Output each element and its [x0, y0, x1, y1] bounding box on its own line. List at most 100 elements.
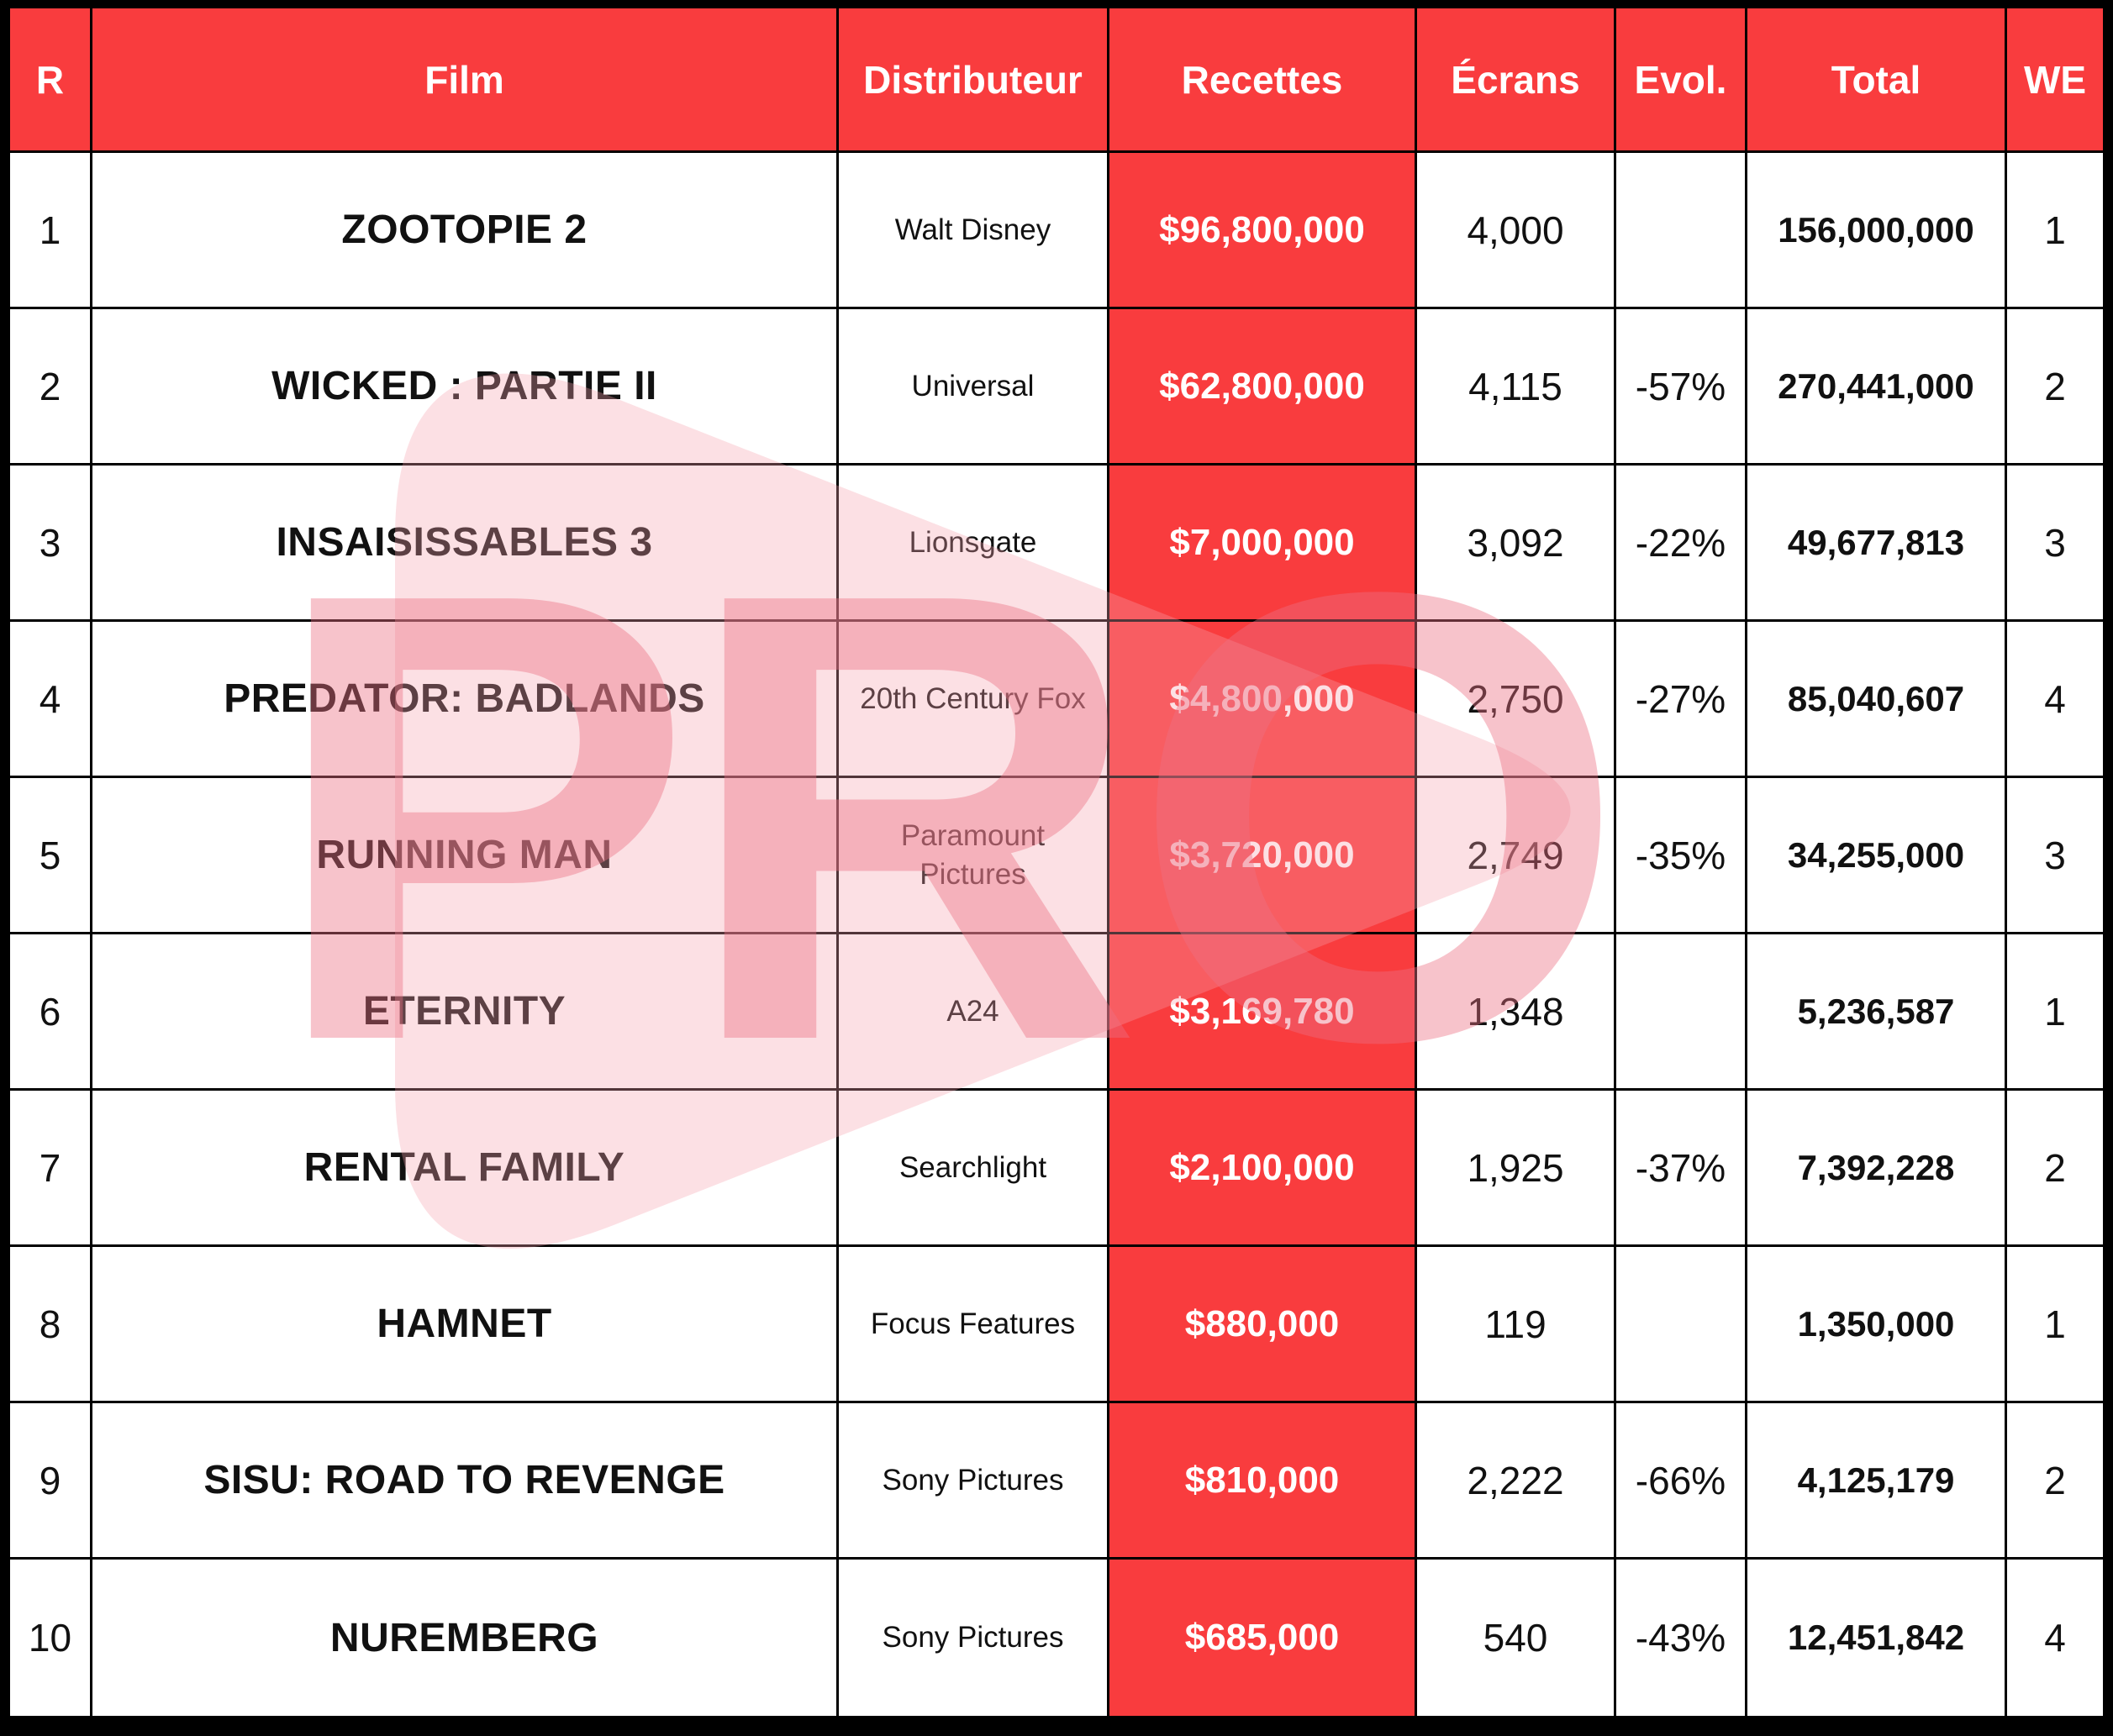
header-total: Total: [1747, 8, 2007, 150]
screens-cell: 540: [1417, 1560, 1616, 1716]
table-row: 8 HAMNET Focus Features $880,000 119 1,3…: [10, 1247, 2103, 1403]
total-cell: 34,255,000: [1747, 778, 2007, 932]
rank-cell: 4: [10, 622, 92, 776]
total-cell: 5,236,587: [1747, 934, 2007, 1088]
distributor-cell: Lionsgate: [839, 466, 1109, 619]
rank-cell: 9: [10, 1403, 92, 1557]
evolution-cell: -27%: [1616, 622, 1747, 776]
table-row: 10 NUREMBERG Sony Pictures $685,000 540 …: [10, 1560, 2103, 1716]
table-row: 5 RUNNING MAN Paramount Pictures $3,720,…: [10, 778, 2103, 934]
total-cell: 12,451,842: [1747, 1560, 2007, 1716]
header-evolution: Evol.: [1616, 8, 1747, 150]
film-cell: RUNNING MAN: [92, 778, 839, 932]
distributor-cell: Walt Disney: [839, 153, 1109, 307]
table-row: 4 PREDATOR: BADLANDS 20th Century Fox $4…: [10, 622, 2103, 778]
evolution-cell: [1616, 153, 1747, 307]
rank-cell: 2: [10, 309, 92, 463]
table-row: 3 INSAISISSABLES 3 Lionsgate $7,000,000 …: [10, 466, 2103, 622]
distributor-cell: Focus Features: [839, 1247, 1109, 1401]
evolution-cell: -37%: [1616, 1091, 1747, 1244]
film-cell: NUREMBERG: [92, 1560, 839, 1716]
box-office-table: R Film Distributeur Recettes Écrans Evol…: [10, 8, 2103, 1716]
revenue-cell: $2,100,000: [1109, 1091, 1417, 1244]
distributor-cell: 20th Century Fox: [839, 622, 1109, 776]
table-row: 9 SISU: ROAD TO REVENGE Sony Pictures $8…: [10, 1403, 2103, 1560]
revenue-cell: $7,000,000: [1109, 466, 1417, 619]
screens-cell: 1,348: [1417, 934, 1616, 1088]
table-row: 7 RENTAL FAMILY Searchlight $2,100,000 1…: [10, 1091, 2103, 1247]
table-row: 1 ZOOTOPIE 2 Walt Disney $96,800,000 4,0…: [10, 153, 2103, 309]
evolution-cell: [1616, 1247, 1747, 1401]
weeks-cell: 2: [2044, 364, 2066, 408]
distributor-cell: Universal: [839, 309, 1109, 463]
rank-cell: 1: [10, 153, 92, 307]
revenue-cell: $96,800,000: [1109, 153, 1417, 307]
revenue-cell: $880,000: [1109, 1247, 1417, 1401]
evolution-cell: -66%: [1616, 1403, 1747, 1557]
film-cell: INSAISISSABLES 3: [92, 466, 839, 619]
header-revenue: Recettes: [1109, 8, 1417, 150]
rank-cell: 8: [10, 1247, 92, 1401]
header-film: Film: [92, 8, 839, 150]
film-cell: ZOOTOPIE 2: [92, 153, 839, 307]
header-screens: Écrans: [1417, 8, 1616, 150]
distributor-cell: Sony Pictures: [839, 1403, 1109, 1557]
film-cell: PREDATOR: BADLANDS: [92, 622, 839, 776]
weeks-cell: 1: [2044, 208, 2066, 252]
evolution-cell: -35%: [1616, 778, 1747, 932]
table-row: 2 WICKED : PARTIE II Universal $62,800,0…: [10, 309, 2103, 466]
total-cell: 156,000,000: [1747, 153, 2007, 307]
weeks-cell: 4: [2044, 676, 2066, 721]
film-cell: ETERNITY: [92, 934, 839, 1088]
table-row: 6 ETERNITY A24 $3,169,780 1,348 5,236,58…: [10, 934, 2103, 1091]
distributor-cell: Sony Pictures: [839, 1560, 1109, 1716]
screens-cell: 4,000: [1417, 153, 1616, 307]
screens-cell: 119: [1417, 1247, 1616, 1401]
rank-cell: 5: [10, 778, 92, 932]
evolution-cell: -22%: [1616, 466, 1747, 619]
screens-cell: 2,749: [1417, 778, 1616, 932]
screens-cell: 4,115: [1417, 309, 1616, 463]
revenue-cell: $685,000: [1109, 1560, 1417, 1716]
weeks-cell: 1: [2044, 989, 2066, 1034]
revenue-cell: $3,720,000: [1109, 778, 1417, 932]
revenue-cell: $3,169,780: [1109, 934, 1417, 1088]
weeks-cell: 4: [2044, 1616, 2066, 1660]
evolution-cell: -57%: [1616, 309, 1747, 463]
screens-cell: 3,092: [1417, 466, 1616, 619]
weeks-cell: 2: [2044, 1458, 2066, 1502]
screens-cell: 2,750: [1417, 622, 1616, 776]
weeks-cell: 2: [2044, 1145, 2066, 1190]
distributor-cell: Paramount Pictures: [839, 778, 1109, 932]
rank-cell: 7: [10, 1091, 92, 1244]
film-cell: SISU: ROAD TO REVENGE: [92, 1403, 839, 1557]
screens-cell: 2,222: [1417, 1403, 1616, 1557]
header-rank: R: [10, 8, 92, 150]
table-header-row: R Film Distributeur Recettes Écrans Evol…: [10, 8, 2103, 153]
evolution-cell: [1616, 934, 1747, 1088]
total-cell: 270,441,000: [1747, 309, 2007, 463]
screens-cell: 1,925: [1417, 1091, 1616, 1244]
revenue-cell: $62,800,000: [1109, 309, 1417, 463]
film-cell: RENTAL FAMILY: [92, 1091, 839, 1244]
total-cell: 1,350,000: [1747, 1247, 2007, 1401]
weeks-cell: 3: [2044, 520, 2066, 565]
header-distributor: Distributeur: [839, 8, 1109, 150]
evolution-cell: -43%: [1616, 1560, 1747, 1716]
distributor-cell: A24: [839, 934, 1109, 1088]
total-cell: 49,677,813: [1747, 466, 2007, 619]
total-cell: 4,125,179: [1747, 1403, 2007, 1557]
rank-cell: 3: [10, 466, 92, 619]
total-cell: 7,392,228: [1747, 1091, 2007, 1244]
header-weeks: WE: [2007, 8, 2103, 150]
revenue-cell: $810,000: [1109, 1403, 1417, 1557]
distributor-cell: Searchlight: [839, 1091, 1109, 1244]
film-cell: WICKED : PARTIE II: [92, 309, 839, 463]
total-cell: 85,040,607: [1747, 622, 2007, 776]
weeks-cell: 1: [2044, 1302, 2066, 1346]
weeks-cell: 3: [2044, 833, 2066, 877]
film-cell: HAMNET: [92, 1247, 839, 1401]
rank-cell: 6: [10, 934, 92, 1088]
revenue-cell: $4,800,000: [1109, 622, 1417, 776]
